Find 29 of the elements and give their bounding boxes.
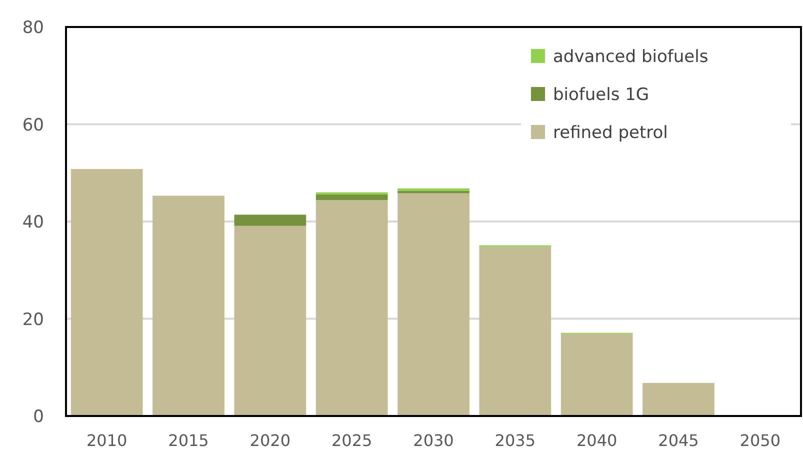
y-tick-label: 0 xyxy=(33,407,44,427)
bar xyxy=(560,334,633,416)
bar xyxy=(398,190,470,194)
bar xyxy=(152,196,224,416)
x-tick-label: 2015 xyxy=(168,431,209,450)
bar xyxy=(234,214,306,226)
x-tick-label: 2020 xyxy=(250,431,291,450)
bar xyxy=(316,200,388,416)
legend-label: advanced biofuels xyxy=(553,47,708,67)
legend-label: biofuels 1G xyxy=(553,85,650,105)
bar xyxy=(642,382,714,416)
x-tick-label: 2025 xyxy=(331,431,372,450)
x-tick-label: 2030 xyxy=(413,431,454,450)
bar xyxy=(398,193,470,416)
y-tick-label: 80 xyxy=(22,18,44,38)
y-tick-label: 60 xyxy=(22,115,44,136)
y-tick-label: 40 xyxy=(22,212,44,232)
x-tick-label: 2045 xyxy=(658,431,699,450)
bar xyxy=(479,246,552,416)
x-tick-label: 2040 xyxy=(576,431,618,450)
y-tick-label: 20 xyxy=(22,310,44,330)
bar xyxy=(70,168,143,416)
x-tick-label: 2050 xyxy=(740,431,781,450)
bar xyxy=(234,226,306,416)
x-tick-label: 2035 xyxy=(494,431,536,450)
bar xyxy=(316,194,388,200)
x-tick-label: 2010 xyxy=(86,431,128,450)
bar xyxy=(398,188,470,191)
legend-label: refined petrol xyxy=(553,123,668,143)
